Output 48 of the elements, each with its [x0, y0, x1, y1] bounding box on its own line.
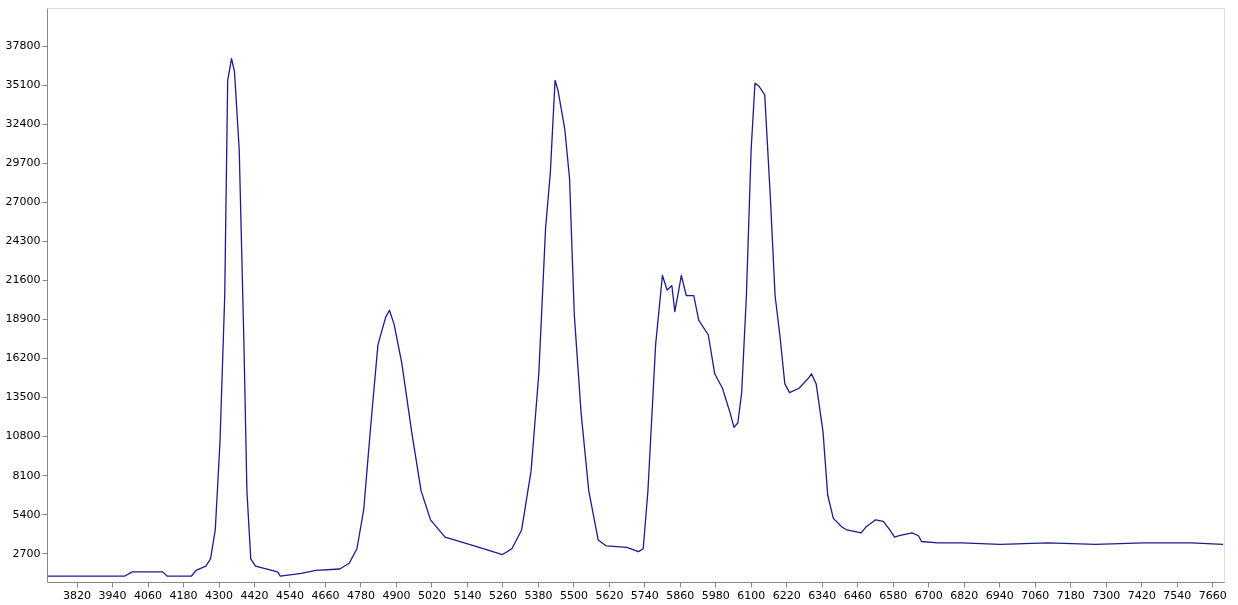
x-tick-label: 4060 — [134, 588, 163, 602]
x-tick-label: 7420 — [1127, 588, 1156, 602]
x-tick-label: 6460 — [843, 588, 872, 602]
y-tick-label: 16200 — [5, 351, 41, 365]
x-tick-label: 5740 — [630, 588, 659, 602]
y-tick-label: 2700 — [12, 546, 41, 560]
x-tick-label: 4420 — [240, 588, 269, 602]
x-tick-label: 6940 — [985, 588, 1014, 602]
y-tick-label: 10800 — [5, 429, 41, 443]
x-tick-label: 6700 — [914, 588, 943, 602]
x-tick-label: 7060 — [1021, 588, 1050, 602]
x-tick-label: 3820 — [63, 588, 92, 602]
y-tick-label: 35100 — [5, 78, 41, 92]
x-tick-label: 3940 — [98, 588, 127, 602]
y-tick-label: 32400 — [5, 117, 41, 131]
x-tick-label: 4180 — [169, 588, 198, 602]
x-tick-label: 4900 — [382, 588, 411, 602]
x-tick-label: 5980 — [701, 588, 730, 602]
y-tick-label: 18900 — [5, 312, 41, 326]
x-tick-label: 6820 — [950, 588, 979, 602]
x-tick-label: 4540 — [276, 588, 304, 602]
y-tick-label: 13500 — [5, 390, 41, 404]
y-tick-label: 27000 — [5, 195, 41, 209]
x-tick-label: 6580 — [879, 588, 908, 602]
x-tick-label: 5860 — [666, 588, 695, 602]
y-tick-label: 37800 — [5, 39, 41, 53]
x-tick-label: 4660 — [311, 588, 340, 602]
y-tick-label: 5400 — [12, 507, 41, 521]
x-tick-label: 6220 — [772, 588, 801, 602]
x-tick-label: 5500 — [559, 588, 588, 602]
x-tick-label: 4780 — [346, 588, 375, 602]
x-tick-label: 7300 — [1092, 588, 1121, 602]
x-tick-label: 5380 — [524, 588, 553, 602]
y-tick-label: 21600 — [5, 273, 41, 287]
y-tick-label: 8100 — [12, 468, 41, 482]
x-tick-label: 6100 — [737, 588, 766, 602]
x-tick-label: 5140 — [453, 588, 482, 602]
x-tick-label: 5620 — [595, 588, 624, 602]
y-tick-label: 24300 — [5, 234, 41, 248]
x-tick-label: 5260 — [488, 588, 517, 602]
x-tick-label: 4300 — [205, 588, 234, 602]
x-tick-label: 6340 — [808, 588, 837, 602]
x-tick-label: 7660 — [1198, 588, 1227, 602]
y-tick-label: 29700 — [5, 156, 41, 170]
line-series — [47, 57, 1224, 577]
x-tick-label: 7180 — [1056, 588, 1085, 602]
x-tick-label: 7540 — [1163, 588, 1192, 602]
x-tick-label: 5020 — [417, 588, 446, 602]
